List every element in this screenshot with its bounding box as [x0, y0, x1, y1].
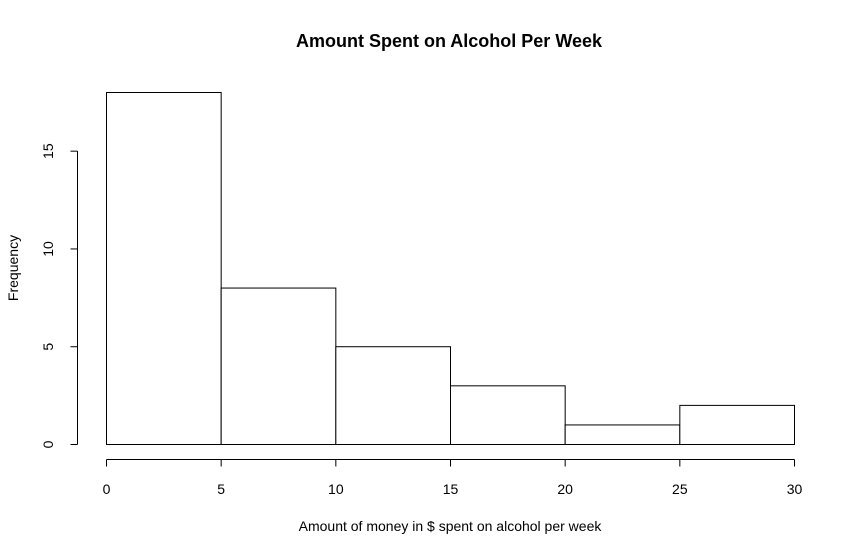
histogram-bar-0	[106, 92, 222, 445]
histogram-bar-3	[450, 385, 566, 446]
y-tick-label-0: 0	[40, 440, 56, 448]
x-tick-label-1: 5	[217, 481, 225, 497]
x-tick-label-5: 25	[672, 481, 688, 497]
x-tick-label-2: 10	[328, 481, 344, 497]
histogram-bar-2	[335, 346, 452, 446]
x-axis: 0 5 10 15 20 25 30	[103, 459, 803, 497]
y-tick-label-2: 10	[40, 241, 56, 257]
y-axis: 0 5 10 15	[40, 143, 78, 448]
x-tick-label-6: 30	[787, 481, 803, 497]
y-tick-label-3: 15	[40, 143, 56, 159]
histogram-bar-1	[220, 287, 337, 445]
y-axis-label: Frequency	[5, 235, 21, 301]
bars-group	[106, 92, 795, 446]
chart-title: Amount Spent on Alcohol Per Week	[296, 31, 603, 51]
x-tick-label-4: 20	[557, 481, 573, 497]
x-tick-label-0: 0	[103, 481, 111, 497]
histogram-bar-5	[679, 404, 795, 445]
x-axis-label: Amount of money in $ spent on alcohol pe…	[299, 518, 603, 534]
x-tick-label-3: 15	[443, 481, 459, 497]
y-tick-label-1: 5	[40, 343, 56, 351]
histogram-bar-4	[564, 424, 681, 446]
